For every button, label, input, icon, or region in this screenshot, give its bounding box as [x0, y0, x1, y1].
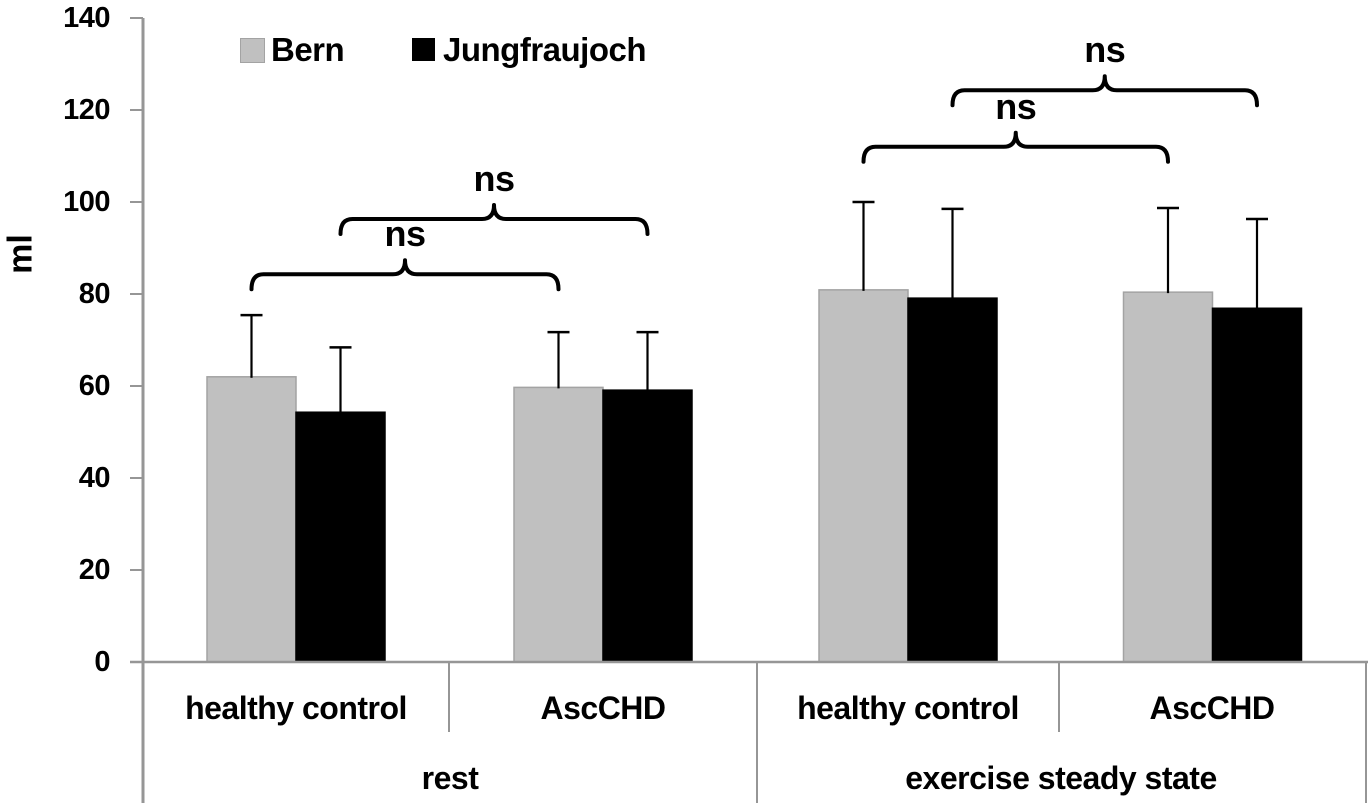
y-tick-label: 20	[78, 554, 111, 586]
ns-annotation-label: ns	[1084, 29, 1126, 71]
ns-bracket	[249, 258, 561, 292]
category-label-rest-ascchd: AscCHD	[540, 690, 666, 726]
category-label-exercise-ascchd: AscCHD	[1149, 690, 1275, 726]
group-label-rest: rest	[421, 760, 479, 796]
ns-annotation-label: ns	[384, 213, 426, 255]
category-label-exercise-healthy-control: healthy control	[797, 690, 1019, 726]
y-axis-title: ml	[1, 234, 40, 274]
ns-bracket	[338, 203, 650, 237]
category-label-rest-healthy-control: healthy control	[185, 690, 407, 726]
y-tick-label: 40	[78, 462, 111, 494]
y-tick-label: 80	[78, 278, 111, 310]
y-tick-label: 140	[63, 2, 110, 34]
ns-annotation-label: ns	[473, 158, 515, 200]
legend-swatch-jungfraujoch	[412, 38, 435, 61]
legend-label-jungfraujoch: Jungfraujoch	[443, 31, 647, 68]
bar-bern-2	[818, 289, 909, 663]
y-tick-label: 0	[94, 646, 110, 678]
bar-jungfraujoch-1	[602, 389, 693, 663]
y-tick-label: 120	[63, 94, 110, 126]
group-label-exercise: exercise steady state	[905, 760, 1217, 796]
bar-jungfraujoch-2	[907, 297, 998, 663]
ns-annotation-label: ns	[995, 85, 1037, 127]
bar-jungfraujoch-3	[1211, 307, 1303, 663]
legend-label-bern: Bern	[271, 31, 345, 68]
bar-bern-0	[206, 376, 297, 663]
ns-bracket	[950, 74, 1259, 108]
bar-jungfraujoch-0	[295, 411, 386, 663]
bar-bern-1	[513, 386, 604, 663]
legend-swatch-bern	[240, 38, 265, 63]
bar-bern-3	[1122, 291, 1214, 663]
y-tick-label: 60	[78, 370, 111, 402]
y-tick-label: 100	[63, 186, 110, 218]
ns-bracket	[861, 130, 1170, 164]
